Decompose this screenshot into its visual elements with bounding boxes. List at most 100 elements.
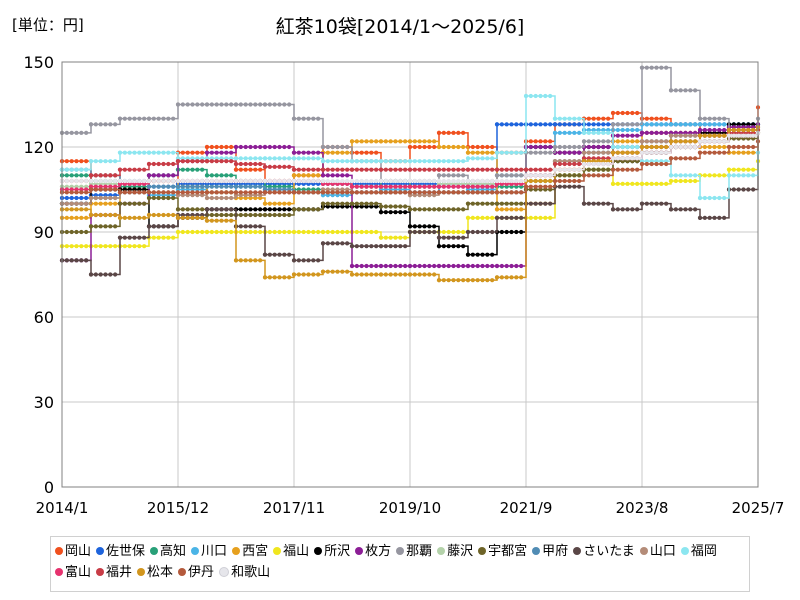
x-tick-label: 2023/8 (616, 499, 669, 517)
data-point (156, 235, 161, 240)
data-point (175, 102, 181, 107)
data-point (591, 167, 596, 172)
data-point (204, 178, 210, 184)
data-point (567, 173, 572, 178)
data-point (451, 229, 456, 235)
data-point (456, 173, 461, 178)
data-point (722, 133, 727, 138)
data-point (441, 184, 446, 189)
data-point (586, 144, 591, 150)
data-point (224, 178, 229, 184)
data-point (470, 263, 475, 269)
data-point (509, 190, 514, 195)
data-point (113, 159, 118, 164)
data-point (606, 130, 611, 135)
data-point (127, 201, 132, 206)
data-point (441, 235, 446, 240)
data-point (316, 173, 321, 178)
data-point (635, 156, 640, 161)
data-point (712, 173, 717, 178)
data-point (219, 144, 224, 150)
data-point (485, 150, 490, 155)
data-point (422, 167, 427, 172)
data-point (654, 130, 659, 135)
data-point (398, 204, 403, 209)
data-point (175, 190, 181, 195)
data-point (383, 184, 388, 189)
data-point (635, 181, 640, 186)
x-tick-label: 2021/9 (500, 499, 553, 517)
data-point (644, 144, 649, 150)
data-point (171, 190, 176, 195)
data-point (615, 122, 620, 127)
data-point (736, 187, 741, 192)
data-point (287, 212, 292, 218)
data-point (98, 272, 103, 277)
data-point (311, 190, 316, 195)
data-point (528, 122, 533, 127)
data-point (262, 144, 268, 150)
data-point (204, 195, 210, 201)
data-point (620, 167, 625, 172)
data-point (267, 164, 272, 169)
data-point (248, 229, 253, 235)
data-point (383, 167, 388, 172)
data-point (277, 212, 282, 218)
data-point (664, 139, 669, 144)
data-point (407, 224, 413, 229)
data-point (113, 201, 118, 206)
data-point (630, 207, 635, 212)
data-point (340, 173, 345, 178)
data-point (712, 127, 717, 133)
data-point (494, 201, 500, 206)
data-point (229, 218, 234, 223)
data-point (156, 173, 161, 178)
data-point (480, 156, 485, 161)
data-point (335, 159, 340, 164)
data-point (296, 258, 301, 263)
legend-item: 和歌山 (219, 562, 270, 583)
data-point (74, 190, 79, 195)
data-point (639, 161, 645, 167)
data-point (620, 156, 625, 161)
data-point (311, 116, 316, 121)
data-point (369, 190, 374, 195)
data-point (325, 173, 330, 178)
data-point (84, 167, 89, 172)
data-point (98, 173, 103, 178)
data-point (548, 93, 553, 99)
data-point (519, 167, 524, 172)
data-point (432, 178, 437, 184)
data-point (161, 235, 166, 240)
data-point (195, 190, 200, 195)
data-point (103, 195, 108, 201)
data-point (432, 190, 437, 195)
data-point (296, 156, 301, 161)
data-point (567, 161, 572, 167)
data-point (137, 201, 142, 206)
data-point (354, 139, 359, 144)
data-point (88, 178, 94, 184)
data-point (233, 161, 239, 167)
data-point (146, 150, 152, 155)
data-point (79, 201, 84, 206)
legend-marker (478, 546, 487, 555)
data-point (311, 258, 316, 263)
legend-label: 福山 (283, 544, 310, 559)
data-point (311, 173, 316, 178)
data-point (403, 210, 408, 215)
data-point (407, 184, 413, 189)
data-point (209, 150, 214, 155)
data-point (287, 144, 292, 150)
data-point (717, 150, 722, 155)
data-point (122, 201, 127, 206)
legend-item: 甲府 (532, 541, 568, 562)
data-point (673, 178, 678, 184)
data-point (490, 144, 495, 150)
data-point (151, 184, 156, 189)
data-point (272, 229, 277, 235)
data-point (325, 241, 330, 246)
data-point (649, 201, 654, 206)
data-point (461, 278, 466, 283)
data-point (441, 207, 446, 212)
